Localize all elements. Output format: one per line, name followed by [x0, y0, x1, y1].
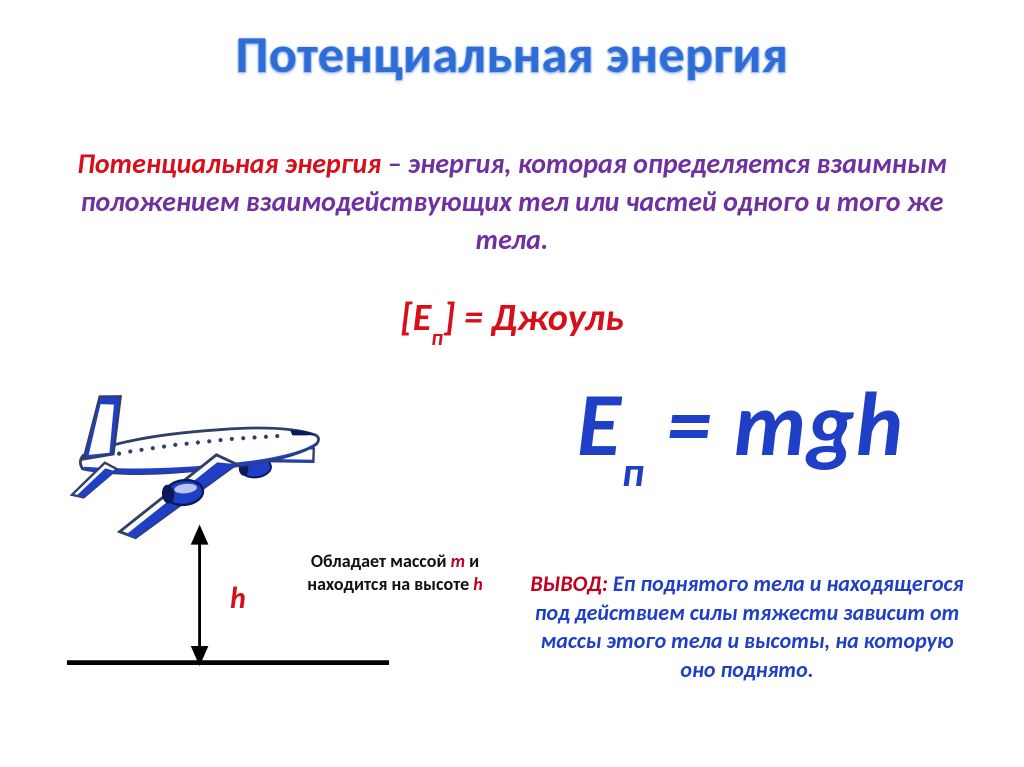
definition-block: Потенциальная энергия – энергия, которая… [48, 145, 976, 258]
page-title: Потенциальная энергия [0, 22, 1024, 86]
unit-rhs: Джоуль [492, 295, 624, 341]
airplane-icon [62, 374, 327, 543]
formula-block: Еп = mgh [577, 370, 904, 486]
mass-caption-m: m [451, 550, 465, 572]
definition-term: Потенциальная энергия [77, 146, 381, 181]
height-arrow [193, 528, 206, 663]
unit-line: [Еп] = Джоуль [0, 295, 1024, 345]
mass-caption-h: h [473, 573, 483, 595]
formula-rest: = mgh [645, 370, 904, 480]
unit-lhs-close: ] = [443, 295, 491, 341]
formula-sub: п [622, 447, 645, 498]
unit-lhs-open: [Е [400, 295, 431, 341]
formula-E: Е [577, 370, 622, 480]
conclusion-block: ВЫВОД: Еп поднятого тела и находящегося … [530, 570, 964, 684]
conclusion-label: ВЫВОД: [530, 570, 608, 597]
unit-lhs-sub: п [431, 324, 443, 351]
plane-diagram [48, 360, 408, 700]
h-label: h [230, 580, 246, 617]
title-text: Потенциальная энергия [236, 22, 789, 86]
mass-caption-1a: Обладает массой [311, 550, 451, 572]
mass-caption: Обладает массой m и находится на высоте … [290, 550, 500, 595]
definition-dash: – [381, 146, 408, 181]
